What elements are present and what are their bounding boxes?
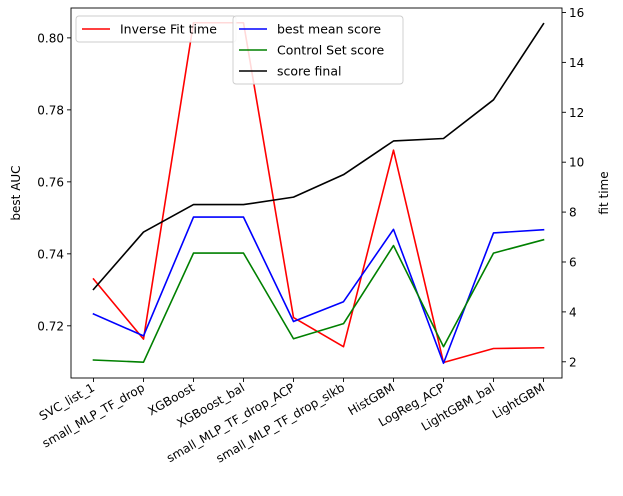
right-y-tick-label: 2 [569,355,577,369]
left-y-tick-label: 0.76 [37,175,64,189]
left-y-tick-label: 0.74 [37,247,64,261]
left-axis-title: best AUC [9,165,23,220]
x-tick-label-lightgbm: LightGBM [490,380,547,421]
series-line-control-set-score [92,238,545,363]
legend-left: Inverse Fit time [75,15,237,43]
axes-frame [70,7,563,379]
right-y-tick-label: 10 [569,156,584,170]
right-axis-title: fit time [597,171,611,214]
legend-label-score-final: score final [277,64,342,79]
legend-label-control-set-score: Control Set score [277,43,385,58]
series-line-score-final [92,22,545,291]
legend-label-inverse-fit-time: Inverse Fit time [120,22,217,37]
left-y-tick-label: 0.72 [37,319,64,333]
left-y-tick-label: 0.78 [37,103,64,117]
legend-right: best mean score Control Set score score fi… [232,15,404,85]
series-line-inverse-fit-time [92,21,545,364]
right-y-tick-label: 14 [569,56,584,70]
series-line-best-mean-score [92,216,545,365]
right-y-tick-label: 4 [569,305,577,319]
series-layer [92,21,545,365]
legend-box [232,15,404,85]
right-y-tick-label: 12 [569,106,584,120]
right-y-tick-label: 6 [569,255,577,269]
legend-label-best-mean-score: best mean score [277,22,381,37]
right-y-tick-label: 16 [569,6,584,20]
left-y-tick-label: 0.80 [37,31,64,45]
right-y-tick-label: 8 [569,206,577,220]
